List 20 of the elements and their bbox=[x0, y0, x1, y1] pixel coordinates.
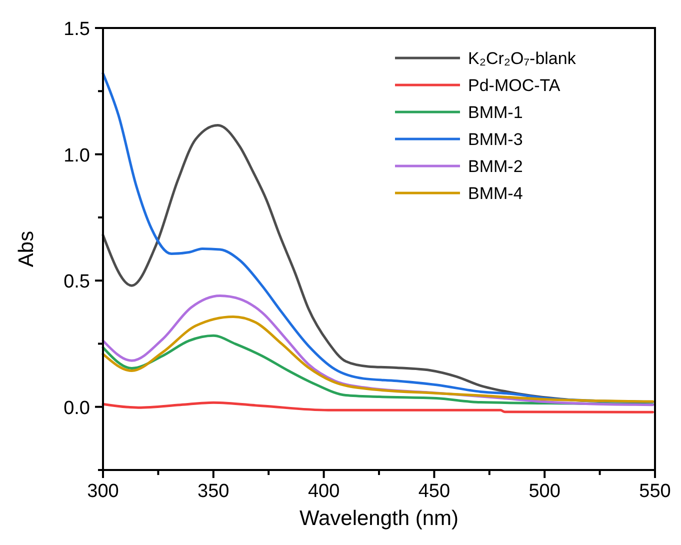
x-tick-label: 400 bbox=[308, 481, 340, 502]
legend-label: K₂Cr₂O₇-blank bbox=[468, 49, 576, 68]
x-axis-title: Wavelength (nm) bbox=[299, 507, 459, 530]
legend-label: Pd-MOC-TA bbox=[468, 76, 561, 95]
x-tick-label: 450 bbox=[418, 481, 450, 502]
y-axis-title: Abs bbox=[15, 230, 38, 268]
x-tick-label: 550 bbox=[639, 481, 671, 502]
x-tick-label: 300 bbox=[87, 481, 119, 502]
y-tick-label: 0.5 bbox=[64, 272, 90, 293]
legend-label: BMM-4 bbox=[468, 184, 523, 203]
x-tick-label: 350 bbox=[198, 481, 230, 502]
legend-label: BMM-2 bbox=[468, 157, 523, 176]
legend-label: BMM-3 bbox=[468, 130, 523, 149]
legend-label: BMM-1 bbox=[468, 103, 523, 122]
line-series bbox=[102, 401, 654, 414]
x-tick-label: 500 bbox=[528, 481, 560, 502]
line-series bbox=[102, 315, 654, 403]
y-tick-label: 1.5 bbox=[64, 19, 90, 40]
y-tick-label: 0.0 bbox=[64, 398, 90, 419]
y-tick-label: 1.0 bbox=[64, 145, 90, 166]
